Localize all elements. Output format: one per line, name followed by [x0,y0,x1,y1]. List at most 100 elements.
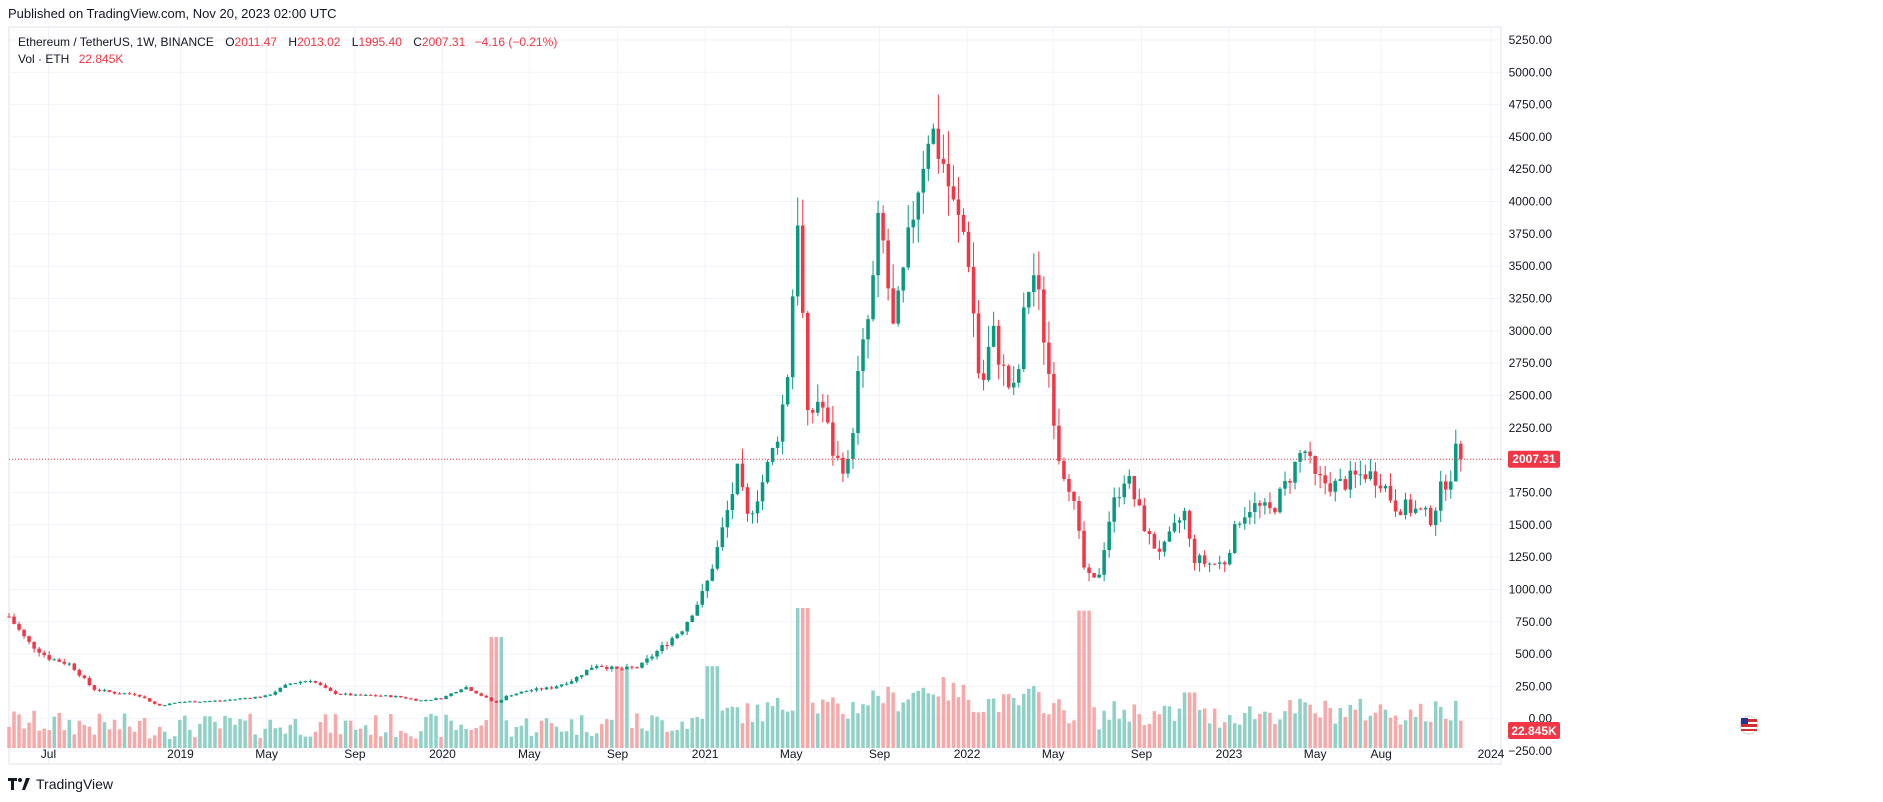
candle-body [1303,451,1307,454]
candle-body [765,461,770,483]
candle-body [981,373,986,380]
volume-bar [986,699,991,748]
candle-body [429,699,433,701]
volume-bar [514,726,519,748]
candle-body [921,168,926,193]
volume-bar [37,730,41,748]
candle-body [318,682,323,686]
candle-body [328,687,333,691]
volume-bar [343,720,348,748]
candle-body [1032,275,1036,293]
symbol-name: Ethereum / TetherUS, 1W, BINANCE [18,35,214,49]
candle-body [1022,307,1026,370]
candle-body [1459,443,1463,460]
volume-bar [886,686,890,748]
volume-bar [956,697,961,748]
volume-bar [594,733,599,748]
footer-brand[interactable]: TradingView [8,776,113,792]
candle-body [77,669,82,676]
candle-body [243,698,247,700]
candle-body [253,696,257,699]
candle-body [72,663,77,670]
flag-icon[interactable] [1739,715,1759,735]
candle-body [519,691,524,694]
candle-body [1192,538,1197,564]
candle-body [509,695,514,697]
x-tick-label: Sep [344,747,366,761]
y-tick-label: 4750.00 [1509,98,1553,112]
candle-body [1363,474,1368,480]
candle-body [1187,510,1192,539]
candle-body [740,463,745,488]
volume-bar [1011,697,1016,748]
candle-body [218,700,222,702]
candle-body [409,698,413,700]
volume-bar [655,716,659,748]
volume-bar [1222,722,1227,748]
volume-bar [1348,704,1353,748]
volume-bar [836,703,840,748]
candle-body [1162,541,1167,552]
candle-body [1398,511,1403,515]
volume-bar [409,736,413,748]
candle-body [615,666,619,669]
volume-bar [1172,720,1177,748]
volume-bar [333,714,338,748]
volume-bar [1323,700,1327,748]
y-tick-label: 4000.00 [1509,195,1553,209]
candle-body [469,687,473,691]
candle-body [610,666,614,670]
volume-bar [444,714,448,748]
volume-bar [936,696,941,748]
candle-body [22,629,26,637]
candle-body [183,701,187,703]
candle-body [107,690,112,692]
candle-body [459,689,463,693]
x-tick-label: 2024 [1478,747,1505,761]
candle-body [514,693,519,696]
volume-bar [856,713,860,748]
candle-body [720,527,725,548]
volume-bar [1333,723,1337,748]
candle-body [1318,473,1322,476]
candle-body [363,694,368,696]
candle-body [655,651,659,657]
volume-bar [162,731,167,748]
volume-bar [1378,704,1383,748]
candle-body [1047,342,1051,374]
volume-bar [1212,708,1217,748]
volume-bar [107,729,112,748]
y-tick-label: 4500.00 [1509,130,1553,144]
candle-body [152,701,157,704]
candle-body [122,693,127,695]
candle-body [1102,550,1106,575]
volume-bar [1192,692,1197,748]
candle-body [343,693,348,695]
volume-bar [841,713,845,748]
candle-body [358,694,363,696]
candle-body [102,690,107,692]
volume-bar [223,715,227,748]
volume-bar [323,714,328,748]
svg-text:22.845K: 22.845K [1511,724,1557,738]
volume-bar [1403,720,1408,748]
candle-body [449,693,453,696]
volume-bar [620,667,624,748]
y-tick-label: 3750.00 [1509,227,1553,241]
candle-body [605,666,609,670]
volume-bar [454,729,458,748]
y-tick-label: 2250.00 [1509,421,1553,435]
volume-bar [1308,704,1312,748]
candle-body [1408,499,1413,513]
candle-body [931,128,936,144]
volume-bar [1373,712,1378,748]
candle-body [414,698,418,701]
candle-body [856,371,860,434]
volume-bar [685,728,689,748]
candle-body [1338,479,1343,481]
candle-body [1293,461,1297,483]
candle-body [368,694,373,696]
candle-body [1072,491,1076,502]
volume-bar [308,736,313,748]
